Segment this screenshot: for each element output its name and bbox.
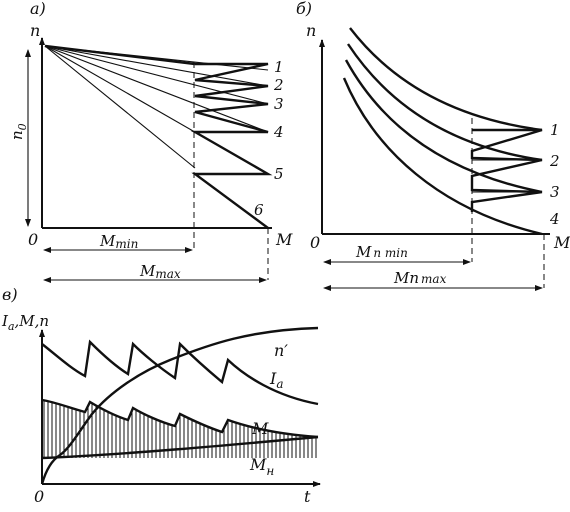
panel-a-curve-4: 4 (273, 123, 284, 141)
panel-b-x-label: M (553, 233, 570, 252)
panel-a-x-label: M (275, 230, 293, 249)
panel-c-origin: 0 (34, 487, 44, 506)
panel-c-n-label: n′ (274, 341, 288, 360)
panel-c-m-curve (41, 398, 319, 439)
panel-b-curve-1: 1 (550, 121, 560, 139)
panel-c-x-label: t (304, 487, 311, 506)
panel-b-curve-4: 4 (549, 210, 560, 228)
panel-b-origin: 0 (310, 233, 320, 252)
panel-a-y-label: n (30, 21, 40, 40)
panel-a-start-staircase (190, 62, 273, 229)
panel-b-characteristics (342, 27, 543, 236)
panel-a-curve-6: 6 (254, 201, 264, 219)
panel-b-curve-3: 3 (550, 183, 560, 201)
panel-a-curve-2: 2 (273, 76, 284, 94)
panel-a-curve-3: 3 (274, 95, 284, 113)
panel-b-curve-2: 2 (549, 152, 560, 170)
panel-b-y-label: n (306, 21, 316, 40)
panel-c: в) Ia,M,n t 0 n′ Ia M Mн (1, 285, 321, 506)
panel-c-hatched-area (43, 400, 317, 458)
panel-c-y-label: Ia,M,n (1, 312, 49, 333)
panel-b-mpmax-label: Mп max (393, 269, 447, 287)
panel-a-origin: 0 (28, 230, 38, 249)
panel-c-tag: в) (2, 285, 18, 304)
panel-c-ia-label: Ia (269, 369, 283, 391)
panel-c-ia-curve (41, 339, 319, 406)
panel-a-curve-1: 1 (274, 58, 284, 76)
panel-b-tag: б) (296, 0, 312, 18)
panel-a-curve-5: 5 (274, 165, 284, 183)
panel-b-staircase (470, 128, 543, 212)
panel-a-tag: а) (30, 0, 46, 18)
panel-a-initial-line (44, 44, 196, 66)
panel-c-m-label: M (251, 419, 269, 438)
panel-a-mmax-label: Mmax (139, 262, 181, 281)
panel-c-mn-label: Mн (249, 455, 274, 478)
panel-a-mmin-label: Mmin (99, 232, 138, 251)
panel-c-mn-curve (41, 435, 319, 460)
panel-a-n0-label: n0 (8, 123, 29, 140)
panel-a: а) n M 0 n0 1 2 3 4 5 6 M (8, 0, 293, 283)
panel-c-n-curve (40, 326, 319, 485)
